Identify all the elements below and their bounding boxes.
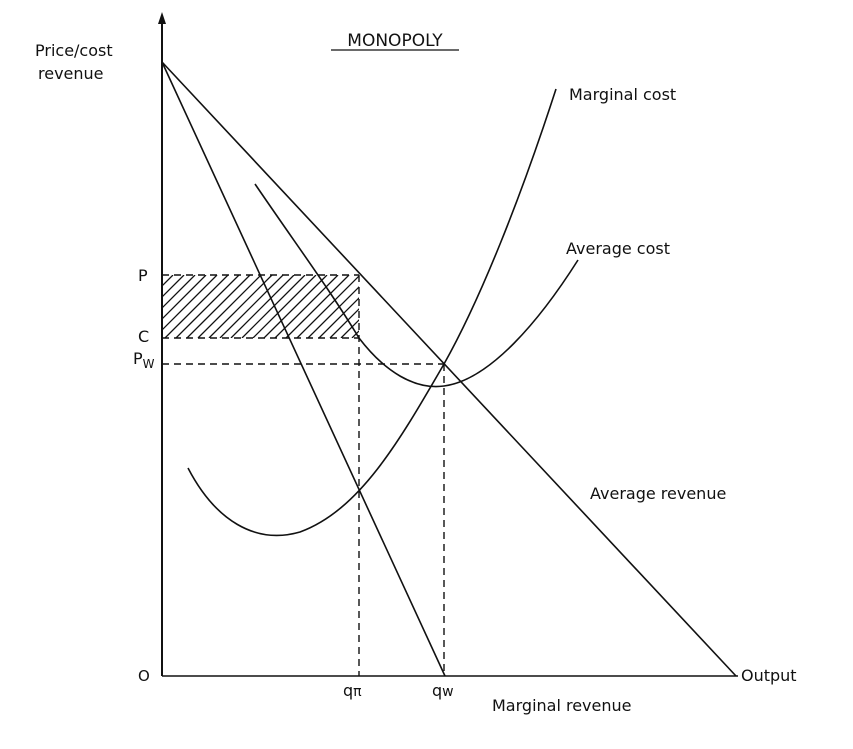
hatch-line	[219, 275, 284, 338]
hatch-line	[197, 275, 262, 338]
y-axis-arrow-icon	[158, 12, 166, 24]
average-cost-curve	[254, 183, 579, 388]
hatch-line	[285, 275, 350, 338]
y-tick-pw: PW	[133, 349, 155, 371]
hatch-line	[241, 275, 306, 338]
hatch-line	[340, 319, 359, 338]
y-axis-label-line2: revenue	[38, 64, 104, 83]
hatch-line	[329, 308, 359, 338]
x-axis-label: Output	[741, 666, 797, 685]
hatch-line	[175, 275, 240, 338]
hatch-line	[363, 275, 426, 338]
y-tick-c: C	[138, 327, 149, 346]
average-revenue-label: Average revenue	[590, 484, 726, 503]
x-tick-q-w: qw	[432, 681, 454, 700]
hatch-line	[162, 275, 207, 320]
hatch-line	[186, 275, 251, 338]
marginal-cost-curve	[187, 88, 557, 537]
y-tick-p: P	[138, 266, 148, 285]
average-revenue-curve	[161, 61, 737, 677]
origin-label: O	[138, 667, 150, 685]
y-axis-label-line1: Price/cost	[35, 41, 113, 60]
hatch-line	[263, 275, 328, 338]
hatch-line	[164, 275, 229, 338]
hatch-line	[208, 275, 273, 338]
diagram-title: MONOPOLY	[347, 31, 443, 51]
hatch-line	[162, 275, 218, 331]
hatch-line	[162, 275, 163, 276]
hatch-line	[252, 275, 317, 338]
marginal-revenue-label: Marginal revenue	[492, 696, 632, 715]
x-tick-q-pi: qπ	[343, 681, 362, 700]
hatch-line	[162, 275, 185, 298]
hatch-line	[296, 275, 359, 338]
hatch-line	[318, 297, 359, 338]
hatch-line	[351, 330, 359, 338]
marginal-cost-label: Marginal cost	[569, 85, 676, 104]
hatch-line	[274, 275, 339, 338]
hatch-line	[162, 275, 196, 309]
marginal-revenue-curve	[161, 61, 446, 677]
hatch-line	[230, 275, 295, 338]
average-cost-label: Average cost	[566, 239, 670, 258]
profit-hatching	[162, 275, 426, 338]
hatch-line	[162, 275, 174, 287]
profit-area	[162, 275, 426, 338]
